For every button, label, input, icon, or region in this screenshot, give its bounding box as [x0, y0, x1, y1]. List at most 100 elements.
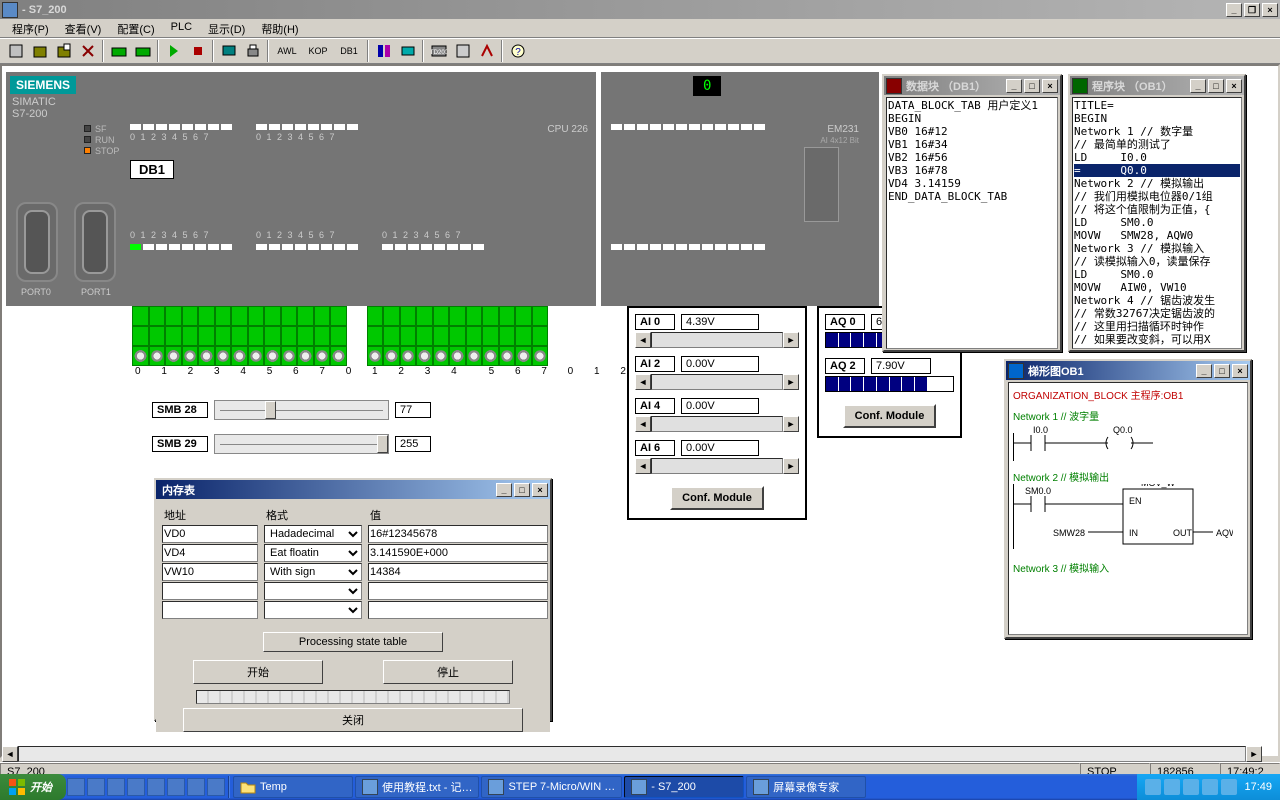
value-input[interactable] — [368, 601, 548, 619]
db-close[interactable]: × — [1042, 79, 1058, 93]
ladder-body[interactable]: ORGANIZATION_BLOCK 主程序:OB1 Network 1 // … — [1008, 382, 1248, 635]
toolbar-button-1[interactable] — [4, 40, 27, 62]
menu-help[interactable]: 帮助(H) — [253, 19, 306, 37]
main-title-bar: - S7_200 _ ❐ × — [0, 0, 1280, 19]
db1-label: DB1 — [130, 160, 174, 179]
format-select[interactable]: Hadadecimal — [264, 525, 362, 543]
ob-maximize[interactable]: □ — [1208, 79, 1224, 93]
ai-label: AI 6 — [635, 440, 675, 456]
addr-input[interactable] — [162, 563, 258, 581]
svg-text:I0.0: I0.0 — [1033, 425, 1048, 435]
addr-input[interactable] — [162, 601, 258, 619]
menu-config[interactable]: 配置(C) — [109, 19, 162, 37]
menu-program[interactable]: 程序(P) — [4, 19, 57, 37]
smb28-slider[interactable]: SMB 28 77 — [152, 400, 431, 420]
value-input[interactable] — [368, 525, 548, 543]
maximize-button[interactable]: ❐ — [1244, 3, 1260, 17]
memtable-maximize[interactable]: □ — [514, 483, 530, 497]
toolbar-print[interactable] — [241, 40, 264, 62]
tray-icon[interactable] — [1164, 779, 1180, 795]
ai-scrollbar[interactable]: ◄► — [635, 374, 799, 390]
taskbar-task[interactable]: STEP 7-Micro/WIN … — [481, 776, 622, 798]
db-minimize[interactable]: _ — [1006, 79, 1022, 93]
value-input[interactable] — [368, 582, 548, 600]
ladder-maximize[interactable]: □ — [1214, 364, 1230, 378]
ladder-close[interactable]: × — [1232, 364, 1248, 378]
ai-scrollbar[interactable]: ◄► — [635, 332, 799, 348]
toolbar-tool-5[interactable] — [475, 40, 498, 62]
aq-conf-module-button[interactable]: Conf. Module — [843, 404, 937, 428]
toolbar: AWL KOP DB1 TD200 ? — [0, 38, 1280, 64]
toolbar-tool-3[interactable]: TD200 — [427, 40, 450, 62]
processing-button[interactable]: Processing state table — [263, 632, 443, 652]
toolbar-db1[interactable]: DB1 — [334, 40, 364, 62]
memtable-header: 地址 — [162, 505, 258, 525]
format-select[interactable]: With sign — [264, 563, 362, 581]
toolbar-plc-1[interactable] — [107, 40, 130, 62]
toolbar-tool-2[interactable] — [396, 40, 419, 62]
menu-plc[interactable]: PLC — [163, 19, 200, 37]
quick-launch-icon[interactable] — [187, 778, 205, 796]
tray-icon[interactable] — [1202, 779, 1218, 795]
ai-scrollbar[interactable]: ◄► — [635, 416, 799, 432]
taskbar-temp-folder[interactable]: Temp — [233, 776, 353, 798]
menu-display[interactable]: 显示(D) — [200, 19, 253, 37]
quick-launch-icon[interactable] — [107, 778, 125, 796]
quick-launch-icon[interactable] — [67, 778, 85, 796]
toolbar-tool-4[interactable] — [451, 40, 474, 62]
quick-launch-icon[interactable] — [167, 778, 185, 796]
format-select[interactable] — [264, 601, 362, 619]
memtable-close[interactable]: × — [532, 483, 548, 497]
toolbar-button-2[interactable] — [28, 40, 51, 62]
toolbar-help[interactable]: ? — [506, 40, 529, 62]
ob-close[interactable]: × — [1226, 79, 1242, 93]
ladder-minimize[interactable]: _ — [1196, 364, 1212, 378]
start-button[interactable]: 开始 — [0, 774, 66, 800]
smb29-slider[interactable]: SMB 29 255 — [152, 434, 431, 454]
ai-conf-module-button[interactable]: Conf. Module — [670, 486, 764, 510]
toolbar-exit[interactable] — [76, 40, 99, 62]
stop-button[interactable]: 停止 — [383, 660, 513, 684]
toolbar-plc-2[interactable] — [131, 40, 154, 62]
db-code-body[interactable]: DATA_BLOCK_TAB 用户定义1 BEGIN VB0 16#12 VB1… — [886, 97, 1058, 349]
close-button[interactable]: 关闭 — [183, 708, 523, 732]
tray-icon[interactable] — [1183, 779, 1199, 795]
toolbar-run[interactable] — [162, 40, 185, 62]
toolbar-monitor[interactable] — [217, 40, 240, 62]
quick-launch-icon[interactable] — [87, 778, 105, 796]
ai-scrollbar[interactable]: ◄► — [635, 458, 799, 474]
toolbar-kop[interactable]: KOP — [303, 40, 333, 62]
quick-launch-icon[interactable] — [127, 778, 145, 796]
toolbar-awl[interactable]: AWL — [272, 40, 302, 62]
db-maximize[interactable]: □ — [1024, 79, 1040, 93]
tray-icon[interactable] — [1145, 779, 1161, 795]
addr-input[interactable] — [162, 582, 258, 600]
value-input[interactable] — [368, 563, 548, 581]
format-select[interactable]: Eat floatin — [264, 544, 362, 562]
taskbar-task[interactable]: 屏幕录像专家 — [746, 776, 866, 798]
toolbar-tool-1[interactable] — [372, 40, 395, 62]
toolbar-stop[interactable] — [186, 40, 209, 62]
close-button[interactable]: × — [1262, 3, 1278, 17]
start-button[interactable]: 开始 — [193, 660, 323, 684]
svg-text:AQW0: AQW0 — [1216, 528, 1233, 538]
program-block-window: 程序块 （OB1） _ □ × TITLE=BEGINNetwork 1 // … — [1068, 74, 1246, 352]
taskbar-task[interactable]: 使用教程.txt - 记… — [355, 776, 479, 798]
tray-icon[interactable] — [1221, 779, 1237, 795]
format-select[interactable] — [264, 582, 362, 600]
menu-view[interactable]: 查看(V) — [57, 19, 110, 37]
toolbar-button-3[interactable] — [52, 40, 75, 62]
memtable-minimize[interactable]: _ — [496, 483, 512, 497]
addr-input[interactable] — [162, 525, 258, 543]
horizontal-scrollbar[interactable]: ◄ ► — [2, 746, 1262, 762]
quick-launch-icon[interactable] — [207, 778, 225, 796]
minimize-button[interactable]: _ — [1226, 3, 1242, 17]
ob-code-body[interactable]: TITLE=BEGINNetwork 1 // 数字量// 最简单的测试了LD … — [1072, 97, 1242, 349]
taskbar-task[interactable]: - S7_200 — [624, 776, 744, 798]
quick-launch-icon[interactable] — [147, 778, 165, 796]
svg-text:TD200: TD200 — [431, 50, 447, 56]
addr-input[interactable] — [162, 544, 258, 562]
svg-text:SM0.0: SM0.0 — [1025, 486, 1051, 496]
value-input[interactable] — [368, 544, 548, 562]
ob-minimize[interactable]: _ — [1190, 79, 1206, 93]
